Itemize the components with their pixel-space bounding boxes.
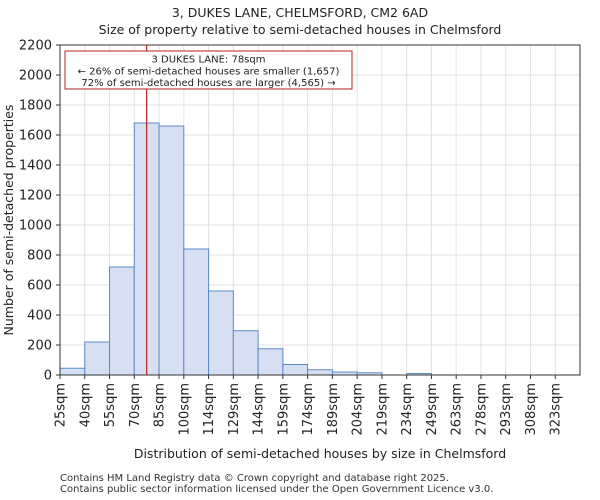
histogram-bar [307,369,333,376]
x-tick-label: 204sqm [351,383,366,436]
x-tick-label: 85sqm [153,383,168,427]
x-tick-label: 278sqm [474,383,489,436]
x-tick-label: 234sqm [400,383,415,436]
y-axis-label: Number of semi-detached properties [1,105,16,336]
x-tick-label: 40sqm [78,383,93,427]
histogram-bar [232,330,259,376]
x-tick-label: 100sqm [177,383,192,436]
histogram-bar [109,266,135,376]
histogram-bar [282,364,309,376]
y-tick-label: 400 [27,309,52,324]
y-tick-label: 1400 [19,159,52,174]
chart-title: 3, DUKES LANE, CHELMSFORD, CM2 6AD [171,5,429,20]
footer-line-2: Contains public sector information licen… [60,484,494,495]
y-tick-label: 200 [27,339,52,354]
x-tick-label: 144sqm [252,383,267,436]
y-tick-label: 2000 [19,69,52,84]
x-tick-label: 219sqm [375,383,390,436]
x-axis-label: Distribution of semi-detached houses by … [134,446,506,461]
histogram-bar [208,290,234,376]
chart-subtitle: Size of property relative to semi-detach… [98,22,502,37]
x-tick-label: 189sqm [326,383,341,436]
x-tick-label: 308sqm [524,383,539,436]
histogram-bar [183,248,210,376]
x-tick-label: 323sqm [549,383,564,436]
y-tick-label: 0 [44,369,52,384]
annotation-line: 72% of semi-detached houses are larger (… [81,78,335,89]
x-tick-label: 55sqm [103,383,118,427]
attribution-footer: Contains HM Land Registry data © Crown c… [60,473,493,495]
x-tick-label: 159sqm [276,383,291,436]
x-tick-label: 25sqm [54,383,69,427]
y-tick-label: 800 [27,249,52,264]
x-tick-label: 114sqm [202,383,217,436]
histogram-bar [59,367,86,376]
x-tick-label: 129sqm [227,383,242,436]
y-tick-label: 2200 [19,39,52,54]
footer-line-1: Contains HM Land Registry data © Crown c… [60,473,449,484]
histogram-bar [84,341,111,376]
y-tick-label: 1800 [19,99,52,114]
x-tick-label: 174sqm [301,383,316,436]
y-tick-label: 600 [27,279,52,294]
histogram-bar [158,125,185,376]
y-tick-label: 1200 [19,189,52,204]
x-tick-label: 293sqm [499,383,514,436]
y-tick-label: 1600 [19,129,52,144]
y-tick-label: 1000 [19,219,52,234]
x-tick-label: 70sqm [128,383,143,427]
x-tick-label: 263sqm [450,383,465,436]
annotation-line: 3 DUKES LANE: 78sqm [152,55,266,66]
plot-frame [59,44,581,376]
annotation-line: ← 26% of semi-detached houses are smalle… [78,67,340,78]
histogram-bar [257,348,284,376]
chart-title-block: 3, DUKES LANE, CHELMSFORD, CM2 6AD Size … [0,4,600,38]
x-tick-label: 249sqm [425,383,440,436]
annotation-box [64,50,353,90]
